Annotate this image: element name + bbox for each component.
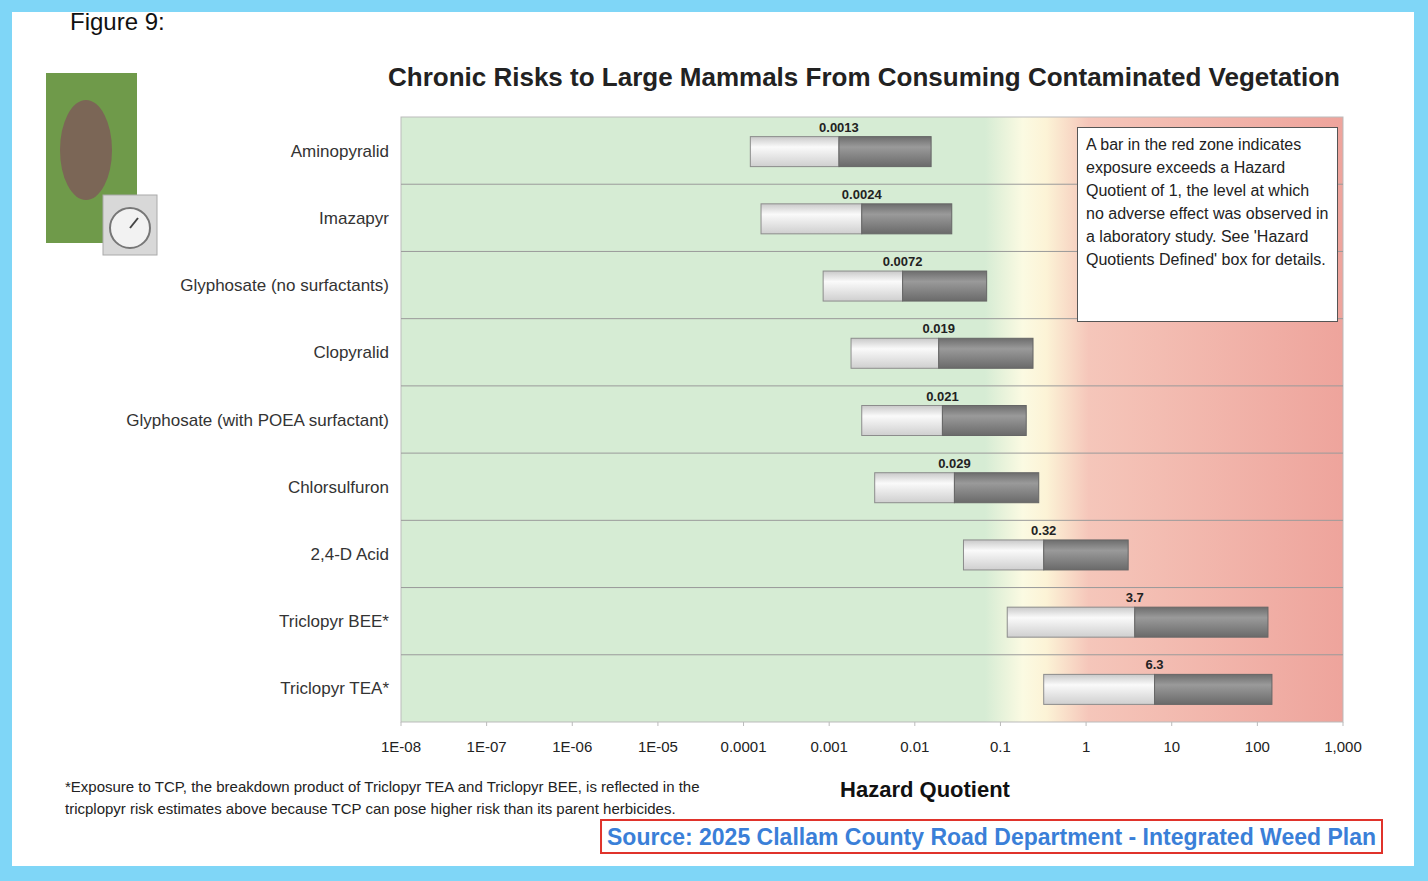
bar-upper bbox=[862, 204, 952, 234]
stage: Figure 9: Chronic Risks to Large Mammals … bbox=[0, 0, 1428, 881]
bar-upper bbox=[839, 137, 931, 167]
bar-upper bbox=[1155, 674, 1272, 704]
tick-label: 1E-07 bbox=[467, 738, 507, 755]
watch bbox=[110, 208, 150, 248]
source-box bbox=[601, 820, 1382, 853]
bar-lower bbox=[963, 540, 1043, 570]
bar-lower bbox=[862, 406, 943, 436]
data-label: 0.0013 bbox=[819, 120, 859, 135]
row-separator bbox=[401, 453, 1343, 454]
category-label: Glyphosate (no surfactants) bbox=[180, 276, 389, 295]
bar-lower bbox=[750, 137, 839, 167]
tick-mark bbox=[829, 722, 830, 726]
bar-upper bbox=[939, 338, 1033, 368]
data-label: 6.3 bbox=[1146, 657, 1164, 672]
tick-mark bbox=[1000, 722, 1001, 726]
panel bbox=[12, 12, 1414, 866]
tick-label: 0.001 bbox=[810, 738, 848, 755]
row-separator bbox=[401, 520, 1343, 521]
data-label: 0.0024 bbox=[842, 187, 883, 202]
tick-mark bbox=[1171, 722, 1172, 726]
bar-upper bbox=[1044, 540, 1128, 570]
category-label: Aminopyralid bbox=[291, 142, 389, 161]
bar-lower bbox=[851, 338, 939, 368]
category-label: 2,4-D Acid bbox=[311, 545, 389, 564]
bar-upper bbox=[954, 473, 1038, 503]
footnote: tricplopyr risk estimates above because … bbox=[65, 800, 676, 817]
bar-lower bbox=[761, 204, 862, 234]
bar-upper bbox=[942, 406, 1026, 436]
data-label: 0.029 bbox=[938, 456, 971, 471]
tick-mark bbox=[1086, 722, 1087, 726]
tick-label: 0.1 bbox=[990, 738, 1011, 755]
footnote: *Exposure to TCP, the breakdown product … bbox=[65, 778, 700, 795]
source: Source: 2025 Clallam County Road Departm… bbox=[607, 824, 1376, 850]
category-label: Triclopyr TEA* bbox=[280, 679, 389, 698]
tick-mark bbox=[486, 722, 487, 726]
category-label: Triclopyr BEE* bbox=[279, 612, 389, 631]
tick-mark bbox=[401, 722, 402, 726]
data-label: 3.7 bbox=[1126, 590, 1144, 605]
tick-label: 100 bbox=[1245, 738, 1270, 755]
category-label: Clopyralid bbox=[313, 343, 389, 362]
bar-upper bbox=[903, 271, 987, 301]
tick-mark bbox=[914, 722, 915, 726]
row-separator bbox=[401, 385, 1343, 386]
tick-mark bbox=[743, 722, 744, 726]
tick-mark bbox=[657, 722, 658, 726]
watch-box bbox=[103, 195, 157, 255]
tick-label: 1E-05 bbox=[638, 738, 678, 755]
data-label: 0.0072 bbox=[883, 254, 923, 269]
row-separator bbox=[401, 654, 1343, 655]
bar-lower bbox=[823, 271, 902, 301]
figure-label: Figure 9: bbox=[70, 8, 165, 35]
tick-label: 0.01 bbox=[900, 738, 929, 755]
data-label: 0.32 bbox=[1031, 523, 1056, 538]
tick-mark bbox=[572, 722, 573, 726]
watch-hand bbox=[130, 218, 138, 228]
category-label: Chlorsulfuron bbox=[288, 478, 389, 497]
title: Chronic Risks to Large Mammals From Cons… bbox=[388, 62, 1340, 92]
tick-label: 1E-08 bbox=[381, 738, 421, 755]
tick-label: 1E-06 bbox=[552, 738, 592, 755]
bar-lower bbox=[1044, 674, 1155, 704]
tick-label: 1,000 bbox=[1324, 738, 1362, 755]
photo-animal bbox=[60, 100, 112, 200]
bar-upper bbox=[1135, 607, 1268, 637]
tick-mark bbox=[1343, 722, 1344, 726]
row-separator bbox=[401, 587, 1343, 588]
category-label: Imazapyr bbox=[319, 209, 389, 228]
axis-title: Hazard Quotient bbox=[840, 777, 1011, 802]
data-label: 0.019 bbox=[922, 321, 955, 336]
data-label: 0.021 bbox=[926, 389, 959, 404]
tick-label: 10 bbox=[1163, 738, 1180, 755]
tick-label: 1 bbox=[1082, 738, 1090, 755]
tick-label: 0.0001 bbox=[721, 738, 767, 755]
plot-area bbox=[401, 117, 1343, 722]
tick-mark bbox=[1257, 722, 1258, 726]
annotation: A bar in the red zone indicates exposure… bbox=[1077, 127, 1338, 322]
category-label: Glyphosate (with POEA surfactant) bbox=[126, 411, 389, 430]
bar-lower bbox=[875, 473, 955, 503]
bar-lower bbox=[1007, 607, 1135, 637]
